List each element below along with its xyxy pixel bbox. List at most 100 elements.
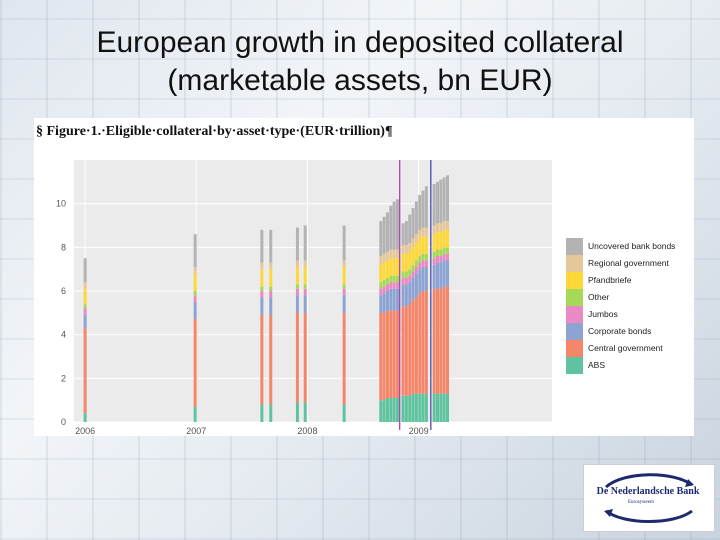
bar-segment [389, 310, 393, 398]
y-tick-label: 4 [61, 330, 66, 340]
bar-segment [424, 236, 428, 254]
bar-segment [392, 397, 396, 422]
bar-segment [421, 291, 425, 394]
bar-segment [295, 312, 299, 403]
bar-segment [446, 393, 450, 422]
bar-segment [432, 225, 436, 235]
legend-label: Other [588, 292, 609, 302]
bar-segment [389, 275, 393, 283]
bar-segment [436, 249, 440, 257]
bar-segment [446, 286, 450, 394]
bar-segment [295, 266, 299, 285]
bar-segment [436, 223, 440, 233]
y-tick-label: 0 [61, 417, 66, 427]
bar-segment [401, 284, 405, 307]
bar-segment [421, 236, 425, 254]
bar-segment [411, 271, 415, 278]
bar-segment [408, 242, 412, 252]
bar-segment [392, 249, 396, 259]
bar-segment [401, 277, 405, 285]
bar-segment [418, 229, 422, 239]
bar-segment [83, 308, 87, 316]
bar-segment [418, 269, 422, 294]
bar-segment [260, 297, 264, 316]
bar-segment [442, 177, 446, 222]
bar-segment [193, 266, 197, 274]
bar-segment [404, 395, 408, 422]
bar-segment [446, 175, 450, 222]
legend-swatch [566, 238, 583, 255]
bar-stack [439, 179, 443, 422]
bar-segment [408, 251, 412, 270]
legend-label: Jumbos [588, 309, 618, 319]
bar-segment [392, 201, 396, 250]
bar-segment [385, 310, 389, 398]
bar-segment [421, 260, 425, 267]
bar-segment [193, 273, 197, 291]
bar-segment [408, 304, 412, 396]
bar-segment [379, 256, 383, 265]
bar-segment [432, 184, 436, 226]
bar-segment [446, 260, 450, 287]
bar-segment [408, 269, 412, 276]
bar-segment [193, 406, 197, 422]
bar-segment [392, 275, 396, 283]
bar-stack [408, 214, 412, 422]
slide-title-line-2: (marketable assets, bn EUR) [167, 64, 553, 97]
bar-segment [342, 284, 346, 289]
bar-segment [342, 266, 346, 285]
bar-segment [436, 181, 440, 224]
bar-segment [446, 221, 450, 230]
bar-segment [379, 282, 383, 289]
bar-segment [446, 253, 450, 261]
bar-segment [401, 271, 405, 278]
bar-segment [424, 291, 428, 394]
legend-item: Uncovered bank bonds [566, 238, 675, 255]
bar-segment [269, 229, 273, 263]
bar-segment [418, 262, 422, 270]
bar-stack [342, 225, 346, 422]
bar-segment [421, 190, 425, 228]
legend-swatch [566, 255, 583, 272]
dnb-logo [583, 464, 715, 532]
bar-stack [269, 229, 273, 422]
bar-segment [269, 315, 273, 405]
bar-stack [401, 223, 405, 422]
bar-stack [389, 205, 393, 422]
bar-segment [379, 312, 383, 401]
bar-segment [424, 186, 428, 228]
bar-segment [442, 253, 446, 261]
bar-segment [379, 264, 383, 283]
bar-segment [83, 304, 87, 309]
bar-segment [260, 286, 264, 291]
bar-segment [260, 291, 264, 298]
bar-segment [389, 288, 393, 311]
bar-segment [442, 260, 446, 287]
bar-segment [404, 284, 408, 307]
x-tick-label: 2006 [75, 426, 95, 436]
bar-segment [414, 297, 418, 394]
bar-segment [83, 328, 87, 414]
bar-segment [439, 262, 443, 289]
figure-caption: § Figure·1.·Eligible·collateral·by·asset… [36, 124, 393, 139]
legend-label: Regional government [588, 258, 669, 268]
bar-segment [395, 249, 399, 259]
bar-segment [401, 253, 405, 272]
bar-stack [303, 225, 307, 422]
bar-segment [408, 282, 412, 305]
legend-item: ABS [566, 357, 605, 374]
bar-segment [389, 205, 393, 250]
x-tick-label: 2007 [186, 426, 206, 436]
bar-segment [303, 284, 307, 289]
bar-segment [389, 282, 393, 289]
bar-segment [414, 273, 418, 298]
bar-segment [260, 229, 264, 263]
bar-segment [379, 400, 383, 422]
legend-label: Uncovered bank bonds [588, 241, 675, 251]
bar-segment [408, 275, 412, 283]
bar-stack [379, 221, 383, 422]
bar-segment [442, 229, 446, 248]
bar-segment [404, 306, 408, 396]
bar-segment [382, 262, 386, 281]
slide-title-line-1: European growth in deposited collateral [96, 26, 624, 59]
